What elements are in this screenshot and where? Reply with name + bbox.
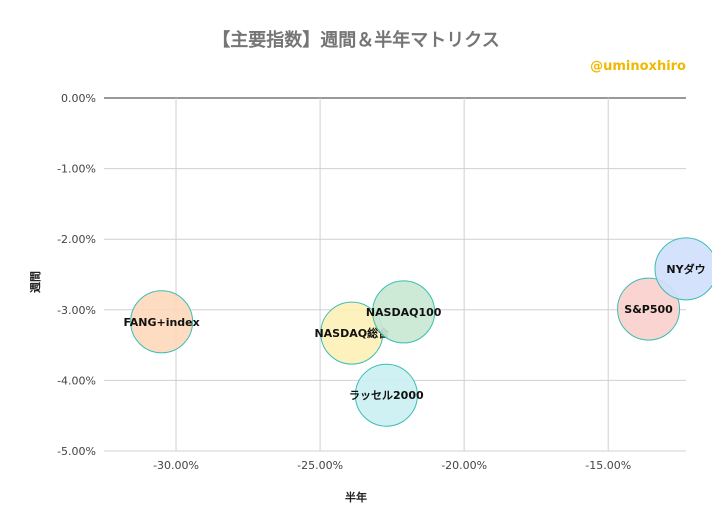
x-tick-label: -30.00% [153, 459, 199, 472]
data-point: ラッセル2000 [349, 363, 424, 427]
point-label: FANG+index [123, 316, 199, 329]
data-points: FANG+index NASDAQ総合 NASDAQ100 ラッセル2000 S&P50… [123, 237, 712, 427]
point-label: NASDAQ100 [366, 306, 442, 319]
point-bubble [354, 363, 418, 427]
x-tick-labels: -30.00% -25.00% -20.00% -15.00% [153, 459, 631, 472]
point-bubble [654, 237, 712, 301]
x-tick-label: -25.00% [297, 459, 343, 472]
data-point: NYダウ [654, 237, 712, 301]
y-tick-label: 0.00% [61, 92, 96, 105]
y-tick-label: -2.00% [57, 233, 96, 246]
point-label: NYダウ [666, 262, 705, 276]
data-point: FANG+index [123, 290, 200, 354]
point-label: NASDAQ総合 [314, 326, 390, 340]
x-tick-label: -20.00% [441, 459, 487, 472]
y-tick-label: -5.00% [57, 445, 96, 458]
data-point: NASDAQ100 [366, 280, 442, 344]
y-tick-label: -4.00% [57, 374, 96, 387]
y-tick-label: -1.00% [57, 163, 96, 176]
x-axis-label: 半年 [345, 491, 367, 504]
grid-lines [104, 97, 686, 452]
y-tick-label: -3.00% [57, 304, 96, 317]
point-label: S&P500 [624, 303, 673, 316]
data-point: S&P500 [617, 277, 681, 341]
point-bubble [130, 290, 194, 354]
y-tick-labels: 0.00% -1.00% -2.00% -3.00% -4.00% -5.00% [57, 92, 96, 458]
x-tick-label: -15.00% [585, 459, 631, 472]
author-watermark: @uminoxhiro [590, 59, 686, 74]
chart-title: 【主要指数】週間＆半年マトリクス [212, 30, 500, 51]
point-label: ラッセル2000 [349, 389, 424, 402]
point-bubble [617, 277, 681, 341]
point-bubble [372, 280, 436, 344]
